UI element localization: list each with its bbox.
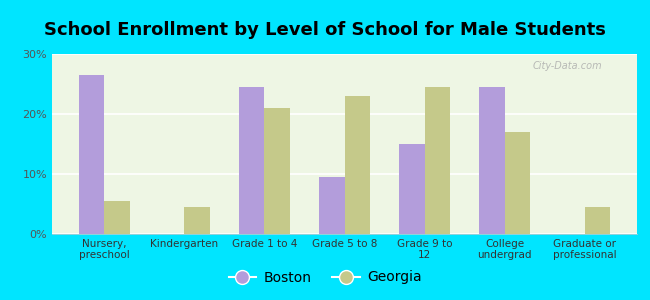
- Bar: [104, 201, 130, 234]
- Bar: [424, 87, 450, 234]
- Bar: [79, 75, 104, 234]
- Text: City-Data.com: City-Data.com: [533, 61, 603, 71]
- Bar: [399, 144, 424, 234]
- Bar: [239, 87, 265, 234]
- Bar: [504, 132, 530, 234]
- Text: School Enrollment by Level of School for Male Students: School Enrollment by Level of School for…: [44, 21, 606, 39]
- Bar: [265, 108, 290, 234]
- Bar: [319, 177, 344, 234]
- Bar: [185, 207, 210, 234]
- Legend: Boston, Georgia: Boston, Georgia: [223, 265, 427, 290]
- Bar: [585, 207, 610, 234]
- Bar: [344, 96, 370, 234]
- Bar: [479, 87, 504, 234]
